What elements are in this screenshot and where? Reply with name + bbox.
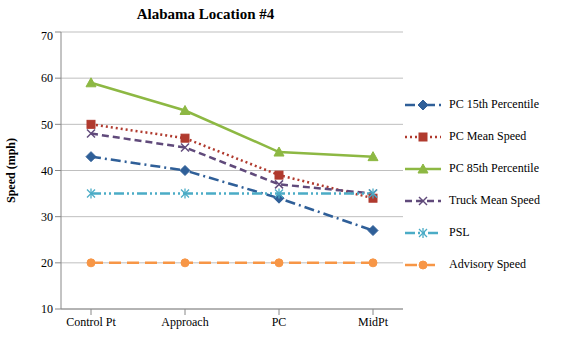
- svg-text:PC: PC: [272, 315, 287, 329]
- svg-text:10: 10: [41, 302, 53, 316]
- html-text:PC 15th Percentile: PC 15th Percentile: [449, 97, 539, 111]
- html-text:Truck Mean Speed: Truck Mean Speed: [449, 193, 540, 207]
- svg-text:Control Pt: Control Pt: [66, 315, 116, 329]
- svg-text:MidPt: MidPt: [358, 315, 389, 329]
- svg-text:70: 70: [41, 29, 53, 43]
- svg-text:40: 40: [41, 164, 53, 178]
- html-text:PC 85th Percentile: PC 85th Percentile: [449, 161, 539, 175]
- html-text:Advisory Speed: Advisory Speed: [449, 257, 526, 271]
- svg-text:Speed (mph): Speed (mph): [8, 138, 18, 203]
- svg-text:30: 30: [41, 210, 53, 224]
- html-text:PC Mean Speed: PC Mean Speed: [449, 129, 527, 143]
- svg-text:20: 20: [41, 256, 53, 270]
- svg-text:Approach: Approach: [161, 315, 208, 329]
- html-text:PSL: PSL: [449, 225, 470, 239]
- html-text:Alabama Location #4: Alabama Location #4: [136, 6, 275, 22]
- svg-text:60: 60: [41, 71, 53, 85]
- svg-text:50: 50: [41, 118, 53, 132]
